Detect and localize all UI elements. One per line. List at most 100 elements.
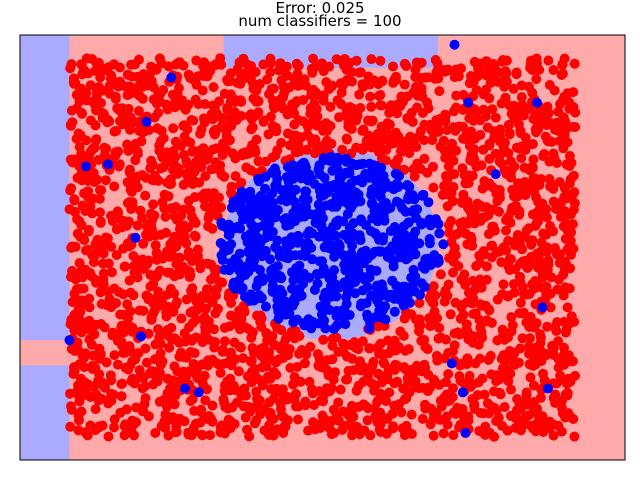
point-outer — [251, 134, 262, 145]
point-outer — [551, 117, 562, 128]
point-outer — [123, 364, 134, 375]
point-outer — [565, 263, 576, 274]
point-outer — [422, 344, 433, 355]
point-outer — [368, 356, 379, 367]
point-outer — [343, 118, 354, 129]
point-inner — [438, 239, 449, 250]
point-outer — [64, 204, 75, 215]
point-outer — [422, 167, 433, 178]
point-outer — [315, 395, 326, 406]
point-outer — [372, 342, 383, 353]
point-outer — [84, 381, 95, 392]
point-outer — [318, 334, 329, 345]
point-outer — [523, 341, 534, 352]
point-outer — [75, 306, 86, 317]
point-outer — [259, 403, 270, 414]
point-inner — [253, 207, 264, 218]
point-outer — [129, 59, 140, 70]
point-outer — [462, 239, 473, 250]
point-outer — [514, 272, 525, 282]
point-outer — [434, 86, 445, 97]
point-outer — [153, 175, 164, 186]
point-outer — [234, 341, 245, 352]
point-inner — [387, 291, 397, 302]
point-outer — [260, 156, 271, 167]
point-outer — [506, 384, 516, 395]
point-outer — [539, 375, 550, 386]
point-outer — [375, 55, 386, 66]
point-outer — [462, 196, 473, 207]
point-outer — [109, 422, 119, 433]
point-inner — [341, 299, 352, 309]
point-outer — [366, 54, 377, 65]
point-outer — [111, 250, 122, 260]
point-outer — [97, 420, 108, 431]
point-outer — [131, 402, 142, 413]
point-inner — [365, 313, 376, 324]
point-inner — [312, 218, 323, 229]
point-outer — [468, 115, 479, 126]
point-outer — [197, 85, 208, 96]
point-outer — [499, 402, 510, 412]
point-outer — [170, 136, 181, 147]
point-outer — [548, 430, 559, 441]
point-outer — [470, 133, 480, 144]
point-outer — [223, 403, 233, 414]
point-outer — [207, 400, 218, 411]
point-outer — [373, 395, 384, 406]
point-outer — [558, 112, 569, 123]
point-inner — [223, 230, 234, 240]
point-outer — [327, 333, 338, 344]
point-outer — [66, 59, 77, 70]
point-outer — [503, 119, 514, 130]
point-inner — [334, 154, 345, 165]
point-outer — [476, 160, 487, 171]
point-inner — [355, 196, 366, 207]
point-outer — [472, 198, 483, 209]
point-outer — [559, 53, 570, 64]
point-outer — [95, 287, 106, 298]
point-outer — [81, 245, 91, 256]
point-outer — [363, 367, 374, 378]
point-outer — [472, 390, 483, 401]
point-outer — [419, 359, 430, 370]
point-outer — [348, 365, 359, 376]
point-outer — [146, 155, 157, 166]
point-outer — [352, 421, 363, 432]
point-outer — [276, 137, 287, 148]
point-outer — [103, 258, 114, 269]
point-inner — [342, 286, 353, 297]
point-outer — [509, 100, 520, 111]
point-outer — [293, 414, 303, 425]
point-outer — [417, 413, 428, 424]
point-outer — [441, 389, 452, 400]
point-outer — [251, 85, 262, 96]
point-outer — [73, 128, 84, 139]
point-outer — [197, 359, 208, 370]
point-outer — [117, 106, 128, 117]
point-outer — [103, 431, 114, 442]
point-outer — [142, 258, 153, 269]
point-outer — [484, 153, 495, 164]
point-inner — [274, 251, 285, 262]
point-outer — [357, 125, 368, 136]
point-outer — [559, 183, 570, 194]
point-outer — [121, 404, 132, 415]
point-outer — [453, 261, 464, 272]
point-inner — [320, 287, 331, 298]
point-outer — [511, 69, 522, 80]
point-outer — [438, 428, 449, 439]
point-outer — [429, 306, 440, 317]
point-outer — [408, 164, 419, 175]
point-outer — [156, 163, 166, 174]
point-outer — [183, 429, 194, 440]
point-outer — [106, 210, 116, 221]
point-inner — [280, 296, 291, 307]
point-inner — [367, 165, 378, 176]
point-outer — [198, 57, 209, 68]
point-inner — [400, 230, 411, 241]
point-outer — [473, 377, 484, 388]
point-outer — [74, 258, 85, 268]
point-outer — [72, 228, 83, 239]
point-outer — [507, 184, 518, 195]
